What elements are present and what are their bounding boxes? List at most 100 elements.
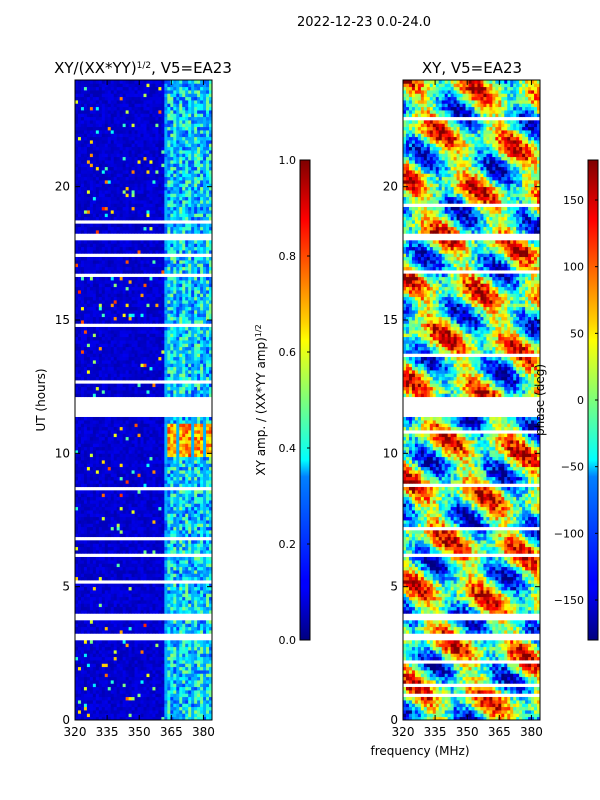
heatmap-cell — [119, 386, 124, 391]
heatmap-cell — [110, 456, 115, 461]
heatmap-cell — [152, 560, 156, 564]
heatmap-cell — [98, 386, 103, 391]
heatmap-cell — [143, 603, 147, 608]
heatmap-cell — [194, 430, 198, 434]
heatmap-cell — [182, 340, 186, 344]
heatmap-cell — [206, 320, 210, 324]
heatmap-cell — [206, 556, 210, 561]
heatmap-cell — [194, 713, 198, 718]
heatmap-cell — [158, 700, 162, 704]
heatmap-cell — [155, 696, 159, 701]
heatmap-cell — [75, 640, 79, 644]
heatmap-cell — [113, 473, 118, 478]
heatmap-cell — [80, 516, 85, 521]
heatmap-cell — [146, 393, 150, 398]
heatmap-cell — [206, 646, 210, 651]
heatmap-cell — [75, 376, 79, 381]
heatmap-cell — [182, 526, 186, 531]
heatmap-cell — [197, 366, 201, 371]
heatmap-cell — [134, 326, 138, 331]
heatmap-cell — [119, 330, 124, 334]
heatmap-cell — [149, 566, 153, 571]
heatmap-cell — [158, 566, 162, 571]
heatmap-cell — [191, 713, 195, 718]
heatmap-cell — [191, 416, 195, 421]
heatmap-cell — [161, 716, 165, 721]
heatmap-cell — [95, 500, 100, 504]
heatmap-cell — [86, 630, 91, 634]
heatmap-cell — [152, 666, 156, 671]
heatmap-cell — [101, 666, 106, 671]
heatmap-cell — [209, 373, 213, 378]
heatmap-cell — [206, 563, 210, 568]
heatmap-cell — [101, 346, 106, 351]
heatmap-cell — [164, 686, 168, 691]
heatmap-cell — [182, 483, 186, 488]
heatmap-cell — [170, 596, 174, 601]
heatmap-cell — [125, 710, 130, 714]
heatmap-cell — [203, 606, 207, 611]
heatmap-cell — [119, 533, 124, 538]
heatmap-cell — [167, 576, 171, 581]
heatmap-cell — [206, 640, 210, 644]
heatmap-cell — [122, 443, 127, 448]
heatmap-cell — [203, 426, 207, 431]
heatmap-cell — [116, 586, 121, 591]
heatmap-cell — [83, 336, 88, 341]
heatmap-cell — [167, 320, 171, 324]
heatmap-cell — [209, 386, 213, 391]
heatmap-cell — [161, 483, 165, 488]
heatmap-cell — [173, 543, 177, 548]
heatmap-cell — [170, 433, 174, 438]
heatmap-cell — [152, 460, 156, 464]
heatmap-cell — [140, 620, 144, 624]
heatmap-cell — [173, 596, 177, 601]
heatmap-cell — [110, 526, 115, 531]
heatmap-cell — [191, 583, 195, 588]
heatmap-cell — [77, 306, 82, 311]
heatmap-cell — [167, 470, 171, 474]
heatmap-cell — [149, 366, 153, 371]
heatmap-cell — [83, 700, 88, 704]
heatmap-cell — [203, 503, 207, 508]
heatmap-cell — [75, 346, 79, 351]
heatmap-cell — [104, 546, 109, 551]
heatmap-cell — [131, 696, 135, 701]
heatmap-cell — [155, 503, 159, 508]
heatmap-cell — [128, 476, 132, 481]
heatmap-cell — [182, 566, 186, 571]
heatmap-cell — [80, 673, 85, 678]
heatmap-cell — [86, 646, 91, 651]
heatmap-cell — [119, 306, 124, 311]
heatmap-cell — [86, 386, 91, 391]
heatmap-cell — [158, 703, 162, 708]
heatmap-cell — [101, 546, 106, 551]
heatmap-cell — [131, 683, 135, 688]
heatmap-cell — [75, 550, 79, 554]
heatmap-cell — [200, 650, 204, 654]
heatmap-cell — [140, 686, 144, 691]
heatmap-cell — [185, 503, 189, 508]
heatmap-cell — [167, 686, 171, 691]
heatmap-cell — [206, 373, 210, 378]
heatmap-cell — [182, 570, 186, 574]
heatmap-cell — [152, 590, 156, 594]
heatmap-cell — [194, 593, 198, 598]
heatmap-cell — [176, 653, 180, 658]
heatmap-cell — [122, 336, 127, 341]
heatmap-cell — [200, 626, 204, 631]
heatmap-cell — [173, 506, 177, 511]
heatmap-cell — [110, 626, 115, 631]
heatmap-cell — [173, 530, 177, 534]
heatmap-cell — [197, 330, 201, 334]
heatmap-cell — [176, 483, 180, 488]
heatmap-cell — [83, 390, 88, 394]
heatmap-cell — [128, 706, 132, 711]
heatmap-cell — [131, 490, 135, 494]
heatmap-gap-row — [75, 403, 212, 407]
heatmap-cell — [104, 326, 109, 331]
heatmap-cell — [203, 336, 207, 341]
heatmap-cell — [86, 663, 91, 668]
heatmap-cell — [206, 376, 210, 381]
heatmap-cell — [170, 500, 174, 504]
